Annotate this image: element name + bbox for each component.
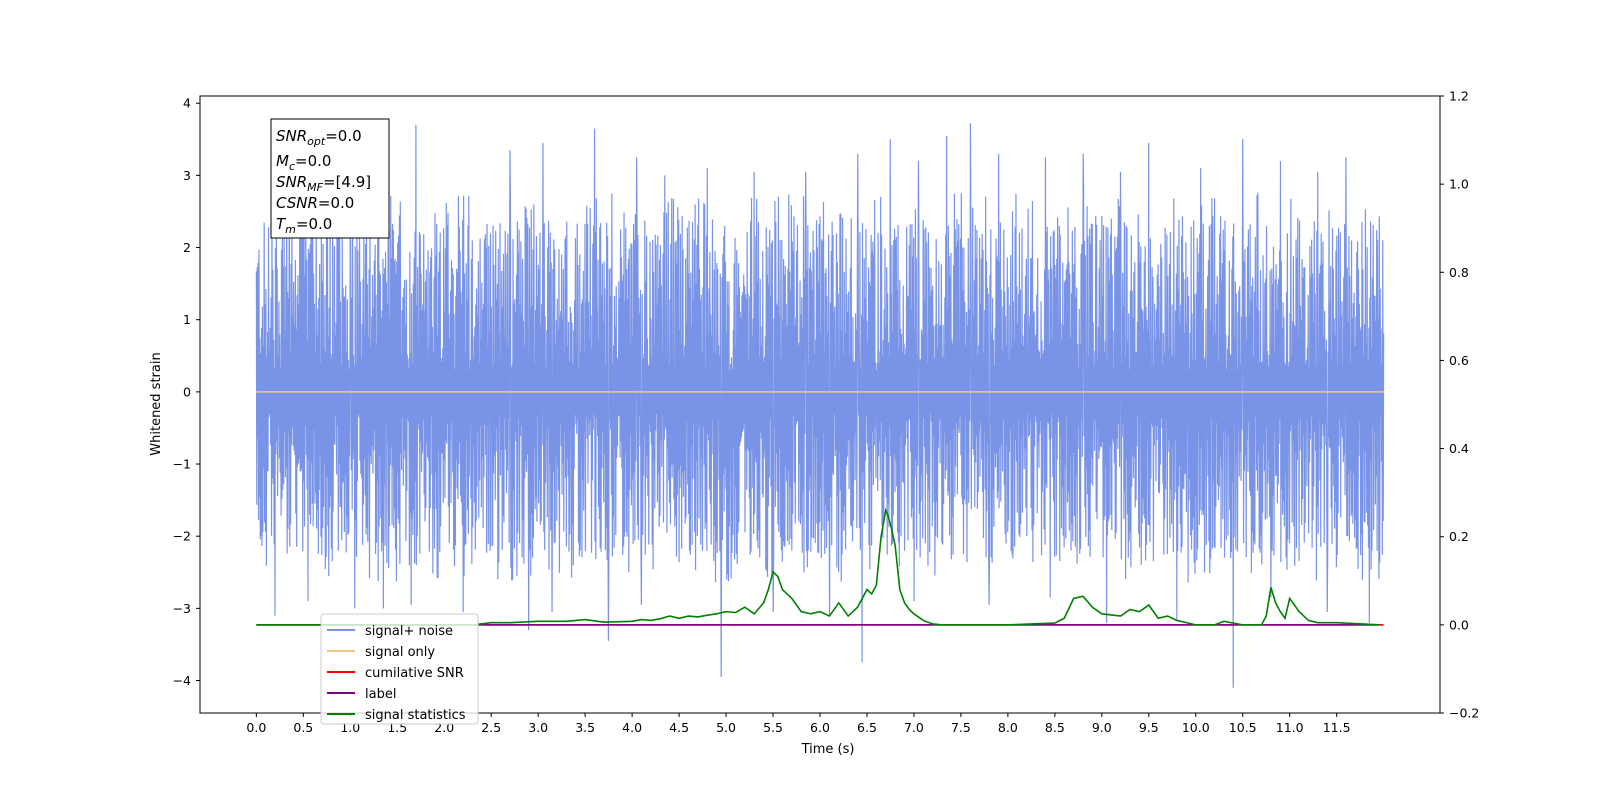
annotation-snr-mf: SNRMF=[4.9]: [276, 173, 371, 194]
legend-label: label: [365, 687, 396, 702]
y-tick-label: 4: [183, 96, 191, 111]
x-tick-label: 5.0: [716, 720, 736, 735]
annotation-chirp-mass: Mc=0.0: [276, 152, 331, 173]
x-tick-label: 11.0: [1276, 720, 1304, 735]
y-tick-label: −2: [173, 529, 191, 544]
y-tick-label: 1: [183, 312, 191, 327]
legend-label: signal statistics: [365, 708, 466, 723]
x-tick-label: 2.5: [481, 720, 501, 735]
x-tick-label: 4.0: [622, 720, 642, 735]
legend-label: cumilative SNR: [365, 666, 464, 681]
y-tick-label: −3: [173, 601, 191, 616]
x-tick-label: 6.0: [810, 720, 830, 735]
legend-label: signal only: [365, 645, 435, 660]
y2-tick-label: 0.8: [1449, 265, 1469, 280]
x-axis-label: Time (s): [801, 742, 855, 757]
x-tick-label: 10.5: [1229, 720, 1257, 735]
x-tick-label: 0.5: [293, 720, 313, 735]
y-axis-label: Whitened strain: [149, 352, 164, 455]
annotation-snr-opt: SNRopt=0.0: [276, 127, 362, 148]
x-tick-label: 3.5: [575, 720, 595, 735]
x-tick-label: 7.5: [951, 720, 971, 735]
y-tick-label: −1: [173, 457, 191, 472]
snr-annotation-box: SNRopt=0.0 Mc=0.0 SNRMF=[4.9] CSNR=0.0 T…: [270, 118, 390, 239]
x-tick-label: 4.5: [669, 720, 689, 735]
x-tick-label: 10.0: [1182, 720, 1210, 735]
y-tick-label: 2: [183, 240, 191, 255]
x-tick-label: 5.5: [763, 720, 783, 735]
y2-tick-label: 0.4: [1449, 441, 1469, 456]
y2-tick-label: 1.0: [1449, 177, 1469, 192]
annotation-csnr: CSNR=0.0: [276, 194, 354, 212]
y2-tick-label: −0.2: [1449, 706, 1479, 721]
y2-tick-label: 0.0: [1449, 617, 1469, 632]
series-line-signal-plus-noise: [255, 123, 1385, 688]
x-tick-label: 9.0: [1092, 720, 1112, 735]
x-tick-label: 8.5: [1045, 720, 1065, 735]
legend: signal+ noise signal only cumilative SNR la…: [320, 613, 479, 725]
y2-tick-label: 0.2: [1449, 529, 1469, 544]
series-line-signal-statistics: [256, 507, 1379, 626]
x-tick-label: 7.0: [904, 720, 924, 735]
annotation-frame: [270, 118, 390, 239]
x-tick-label: 6.5: [857, 720, 877, 735]
legend-frame: [320, 613, 479, 725]
annotation-tm: Tm=0.0: [276, 215, 332, 236]
x-tick-label: 9.5: [1139, 720, 1159, 735]
legend-label: signal+ noise: [365, 624, 453, 639]
x-tick-label: 11.5: [1323, 720, 1351, 735]
y2-tick-label: 1.2: [1449, 89, 1469, 104]
x-tick-label: 8.0: [998, 720, 1018, 735]
y-tick-label: 0: [183, 384, 191, 399]
y2-tick-label: 0.6: [1449, 353, 1469, 368]
y-tick-label: 3: [183, 168, 191, 183]
axis-ticks: 0.0 0.5 1.0 1.5 2.0 2.5 3.0 3.5 4.0 4.5 5.0 5.5 6.0 6…: [173, 89, 1480, 736]
y-tick-label: −4: [173, 673, 191, 688]
x-tick-label: 3.0: [528, 720, 548, 735]
x-tick-label: 0.0: [246, 720, 266, 735]
